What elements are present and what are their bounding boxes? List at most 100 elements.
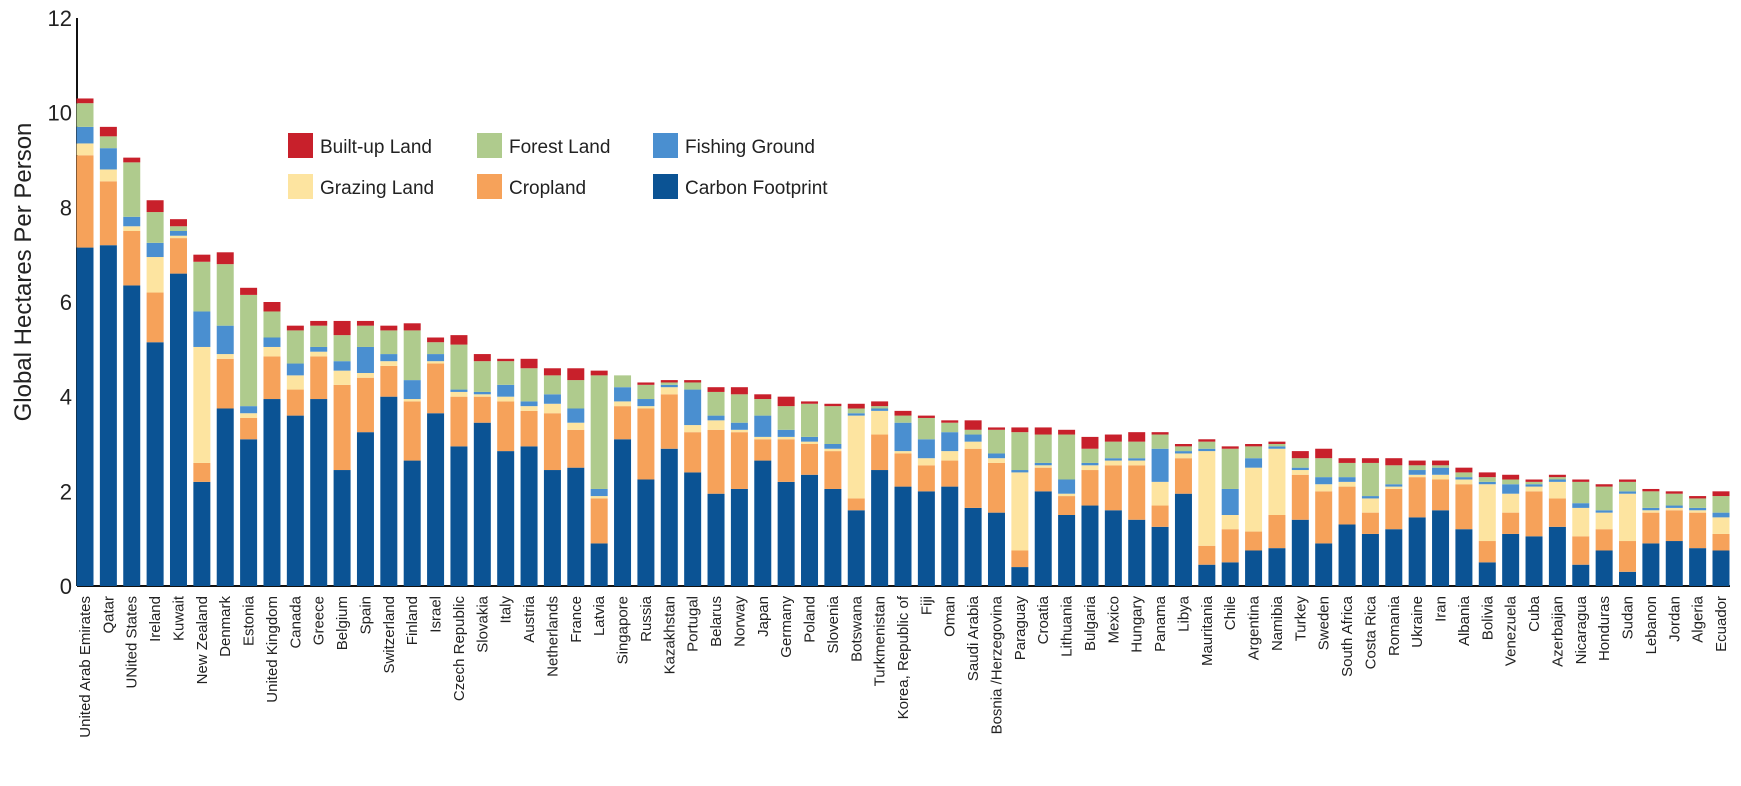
bar-segment-cropland: [543, 413, 561, 471]
x-tick-label: Romania: [1386, 595, 1403, 656]
x-tick-label: Bolivia: [1479, 595, 1496, 640]
bar-stack-bulgaria: [1081, 436, 1099, 586]
x-tick-label: Botswana: [848, 595, 865, 662]
bar-segment-carbon-footprint: [964, 507, 982, 586]
bar-segment-carbon-footprint: [520, 446, 538, 586]
bar-segment-grazing-land: [1151, 481, 1169, 506]
x-tick-label: Portugal: [685, 596, 702, 652]
x-tick-label: Chile: [1222, 596, 1239, 630]
x-tick-label: Azerbaijan: [1549, 596, 1566, 667]
bar-segment-fishing-ground: [380, 354, 398, 362]
bar-segment-fishing-ground: [1572, 503, 1590, 508]
bar-segment-fishing-ground: [356, 346, 374, 373]
bar-segment-forest-land: [76, 103, 94, 127]
bar-segment-forest-land: [356, 325, 374, 347]
bar-segment-carbon-footprint: [473, 422, 491, 586]
legend-item-forest-land: Forest Land: [477, 133, 610, 158]
bar-segment-forest-land: [333, 335, 351, 362]
y-axis-title: Global Hectares Per Person: [10, 123, 37, 422]
bar-segment-grazing-land: [1361, 498, 1379, 513]
bar-segment-carbon-footprint: [777, 481, 795, 586]
bar-segment-built-up-land: [894, 410, 912, 416]
bar-segment-grazing-land: [216, 354, 234, 359]
bar-stack-italy: [497, 358, 515, 586]
bar-segment-cropland: [1689, 512, 1707, 549]
bar-stack-new-zealand: [193, 254, 211, 586]
bar-segment-built-up-land: [567, 368, 585, 381]
bar-segment-built-up-land: [1011, 427, 1029, 433]
bar-segment-built-up-land: [1221, 446, 1239, 449]
bar-segment-carbon-footprint: [1689, 548, 1707, 586]
bar-segment-cropland: [730, 432, 748, 489]
bar-segment-fishing-ground: [964, 434, 982, 442]
bar-segment-fishing-ground: [824, 444, 842, 449]
bar-segment-forest-land: [1432, 465, 1450, 468]
bar-segment-cropland: [1034, 467, 1052, 492]
legend: Built-up Land Forest Land Fishing Ground Gr…: [288, 133, 828, 199]
bar-stack-slovakia: [473, 354, 491, 586]
bar-segment-forest-land: [1478, 477, 1496, 482]
bar-segment-forest-land: [380, 330, 398, 355]
bar-segment-forest-land: [310, 325, 328, 347]
bar-segment-cropland: [660, 394, 678, 449]
bar-stack-czech-republic: [450, 335, 468, 586]
bar-segment-fishing-ground: [1408, 470, 1426, 475]
bar-segment-cropland: [263, 356, 281, 400]
x-tick-label: Algeria: [1690, 595, 1707, 642]
bar-segment-carbon-footprint: [1385, 529, 1403, 586]
bar-segment-forest-land: [1104, 441, 1122, 459]
bar-segment-fishing-ground: [1338, 477, 1356, 482]
bar-segment-grazing-land: [1385, 486, 1403, 489]
bar-segment-fishing-ground: [123, 216, 141, 227]
bar-segment-carbon-footprint: [1712, 550, 1730, 586]
bar-segment-forest-land: [1689, 498, 1707, 508]
y-tick-label: 4: [60, 385, 72, 410]
bar-segment-carbon-footprint: [497, 451, 515, 586]
bar-segment-carbon-footprint: [917, 491, 935, 586]
bar-segment-forest-land: [1011, 432, 1029, 471]
bar-segment-cropland: [427, 363, 445, 414]
bar-segment-grazing-land: [380, 361, 398, 366]
bar-segment-fishing-ground: [1478, 481, 1496, 485]
bar-segment-fishing-ground: [333, 361, 351, 371]
bar-segment-forest-land: [777, 406, 795, 430]
x-tick-label: Sweden: [1316, 596, 1333, 650]
bar-segment-built-up-land: [1151, 432, 1169, 435]
bar-segment-cropland: [310, 356, 328, 400]
bar-segment-carbon-footprint: [824, 488, 842, 586]
bar-segment-cropland: [286, 389, 304, 416]
bar-segment-carbon-footprint: [871, 470, 889, 586]
bar-segment-forest-land: [1408, 465, 1426, 471]
bar-segment-fishing-ground: [1104, 458, 1122, 461]
bar-segment-built-up-land: [333, 320, 351, 336]
bar-segment-grazing-land: [1548, 481, 1566, 499]
bar-stack-chile: [1221, 446, 1239, 586]
bar-segment-built-up-land: [1525, 479, 1543, 482]
bar-stack-latvia: [590, 370, 608, 586]
bar-segment-fishing-ground: [1315, 477, 1333, 485]
bar-segment-cropland: [1712, 533, 1730, 551]
bar-segment-cropland: [1385, 488, 1403, 530]
bar-segment-built-up-land: [1291, 451, 1309, 459]
bar-segment-fishing-ground: [1081, 462, 1099, 466]
bar-segment-cropland: [1478, 541, 1496, 563]
bar-segment-built-up-land: [1665, 491, 1683, 494]
x-tick-label: Libya: [1175, 595, 1192, 632]
bar-stack-lebanon: [1642, 488, 1660, 586]
bar-segment-grazing-land: [1502, 493, 1520, 513]
bar-segment-grazing-land: [871, 410, 889, 435]
bar-segment-built-up-land: [801, 401, 819, 404]
bar-segment-grazing-land: [1338, 481, 1356, 487]
bar-segment-grazing-land: [894, 451, 912, 454]
bar-segment-forest-land: [99, 136, 117, 149]
bar-segment-forest-land: [216, 264, 234, 326]
bar-segment-cropland: [894, 453, 912, 487]
bar-segment-grazing-land: [1245, 467, 1263, 532]
bar-segment-grazing-land: [1081, 465, 1099, 471]
bar-segment-carbon-footprint: [76, 247, 94, 587]
bar-segment-fishing-ground: [1619, 491, 1637, 494]
bar-segment-carbon-footprint: [1455, 529, 1473, 586]
x-tick-label: Argentina: [1246, 595, 1263, 660]
bar-segment-forest-land: [1572, 481, 1590, 504]
bar-segment-carbon-footprint: [1011, 567, 1029, 586]
